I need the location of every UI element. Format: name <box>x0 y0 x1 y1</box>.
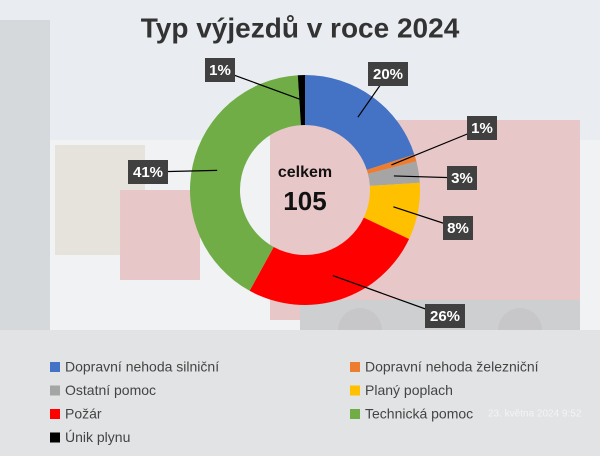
donut-slice <box>305 75 415 170</box>
legend-label: Únik plynu <box>65 429 130 445</box>
label-box <box>467 116 497 140</box>
legend-swatch <box>50 362 60 372</box>
data-label: 3% <box>451 170 473 187</box>
data-label: 26% <box>430 308 460 325</box>
center-value: 105 <box>283 186 326 216</box>
donut-slice <box>363 182 420 239</box>
donut-slice <box>367 161 420 186</box>
legend-label: Ostatní pomoc <box>65 382 156 398</box>
timestamp: 23. května 2024 9:52 <box>488 409 582 420</box>
legend-swatch <box>50 432 60 443</box>
donut-slice <box>189 75 301 291</box>
legend-label: Technická pomoc <box>365 406 473 422</box>
donut-slice <box>249 217 410 305</box>
legend-swatch <box>50 409 60 419</box>
label-box <box>425 304 465 328</box>
legend-label: Dopravní nehoda silniční <box>65 359 219 375</box>
data-label: 20% <box>373 66 403 83</box>
label-box <box>368 62 408 86</box>
legend-label: Planý poplach <box>365 382 453 398</box>
data-label: 41% <box>133 164 163 181</box>
legend-label: Požár <box>65 406 102 422</box>
center-label: celkem <box>278 164 332 181</box>
data-label: 8% <box>447 220 469 237</box>
data-label: 1% <box>471 120 493 137</box>
legend-swatch <box>350 362 360 372</box>
legend-swatch <box>350 385 360 396</box>
chart-title: Typ výjezdů v roce 2024 <box>141 12 460 43</box>
legend-swatch <box>50 385 60 396</box>
leader-line <box>391 127 483 166</box>
label-box <box>447 166 477 190</box>
legend-swatch <box>350 409 360 419</box>
label-box <box>205 58 235 82</box>
legend-label: Dopravní nehoda železniční <box>365 359 539 375</box>
label-box <box>128 160 168 184</box>
label-box <box>443 216 473 240</box>
data-label: 1% <box>209 62 231 79</box>
